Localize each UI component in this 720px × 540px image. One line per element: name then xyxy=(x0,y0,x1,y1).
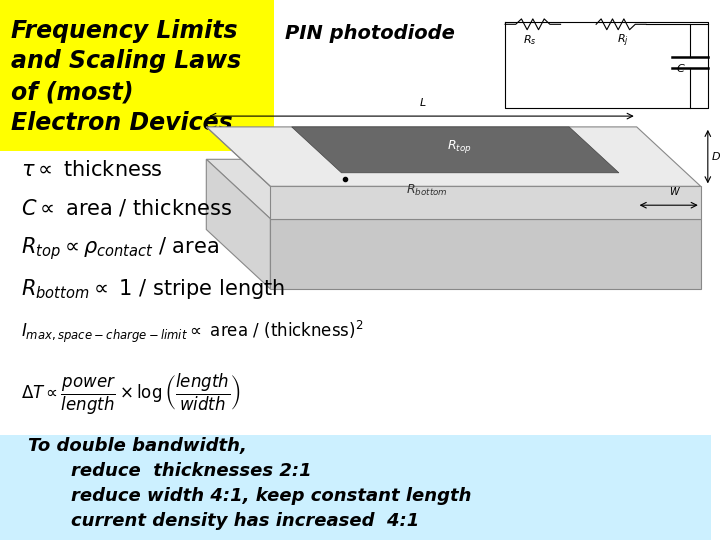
Text: reduce  thicknesses 2:1: reduce thicknesses 2:1 xyxy=(71,462,312,480)
Text: $R_j$: $R_j$ xyxy=(616,32,629,49)
Polygon shape xyxy=(207,127,270,186)
FancyBboxPatch shape xyxy=(0,435,711,540)
Text: W: W xyxy=(669,187,678,197)
Polygon shape xyxy=(207,127,701,186)
Text: L: L xyxy=(420,98,426,108)
Text: $R_s$: $R_s$ xyxy=(523,33,537,48)
Text: reduce width 4:1, keep constant length: reduce width 4:1, keep constant length xyxy=(71,487,472,505)
Text: current density has increased  4:1: current density has increased 4:1 xyxy=(71,512,419,530)
Text: $R_{bottom} \propto$ 1 / stripe length: $R_{bottom} \propto$ 1 / stripe length xyxy=(22,277,285,301)
Text: $R_{top}$: $R_{top}$ xyxy=(446,138,471,156)
Text: $\tau \propto$ thickness: $\tau \propto$ thickness xyxy=(22,160,163,180)
Text: Frequency Limits
and Scaling Laws
of (most)
Electron Devices: Frequency Limits and Scaling Laws of (mo… xyxy=(11,19,241,134)
Polygon shape xyxy=(270,186,701,219)
Text: To double bandwidth,: To double bandwidth, xyxy=(29,436,248,455)
Polygon shape xyxy=(292,127,619,173)
Polygon shape xyxy=(207,159,270,289)
Text: $I_{max, space-charge-limit} \propto$ area / (thickness)$^2$: $I_{max, space-charge-limit} \propto$ ar… xyxy=(22,319,364,345)
Text: PIN photodiode: PIN photodiode xyxy=(285,24,455,43)
Text: $C$: $C$ xyxy=(676,62,685,73)
Polygon shape xyxy=(207,159,701,219)
Text: $R_{bottom}$: $R_{bottom}$ xyxy=(406,183,448,198)
Polygon shape xyxy=(270,219,701,289)
Text: $R_{top} \propto \rho_{contact}$ / area: $R_{top} \propto \rho_{contact}$ / area xyxy=(22,235,220,262)
Text: $C \propto$ area / thickness: $C \propto$ area / thickness xyxy=(22,198,233,218)
Text: D: D xyxy=(711,152,720,161)
FancyBboxPatch shape xyxy=(0,0,274,151)
Text: $\Delta T \propto \dfrac{power}{length} \times \log\left(\dfrac{length}{width}\r: $\Delta T \propto \dfrac{power}{length} … xyxy=(22,372,240,417)
